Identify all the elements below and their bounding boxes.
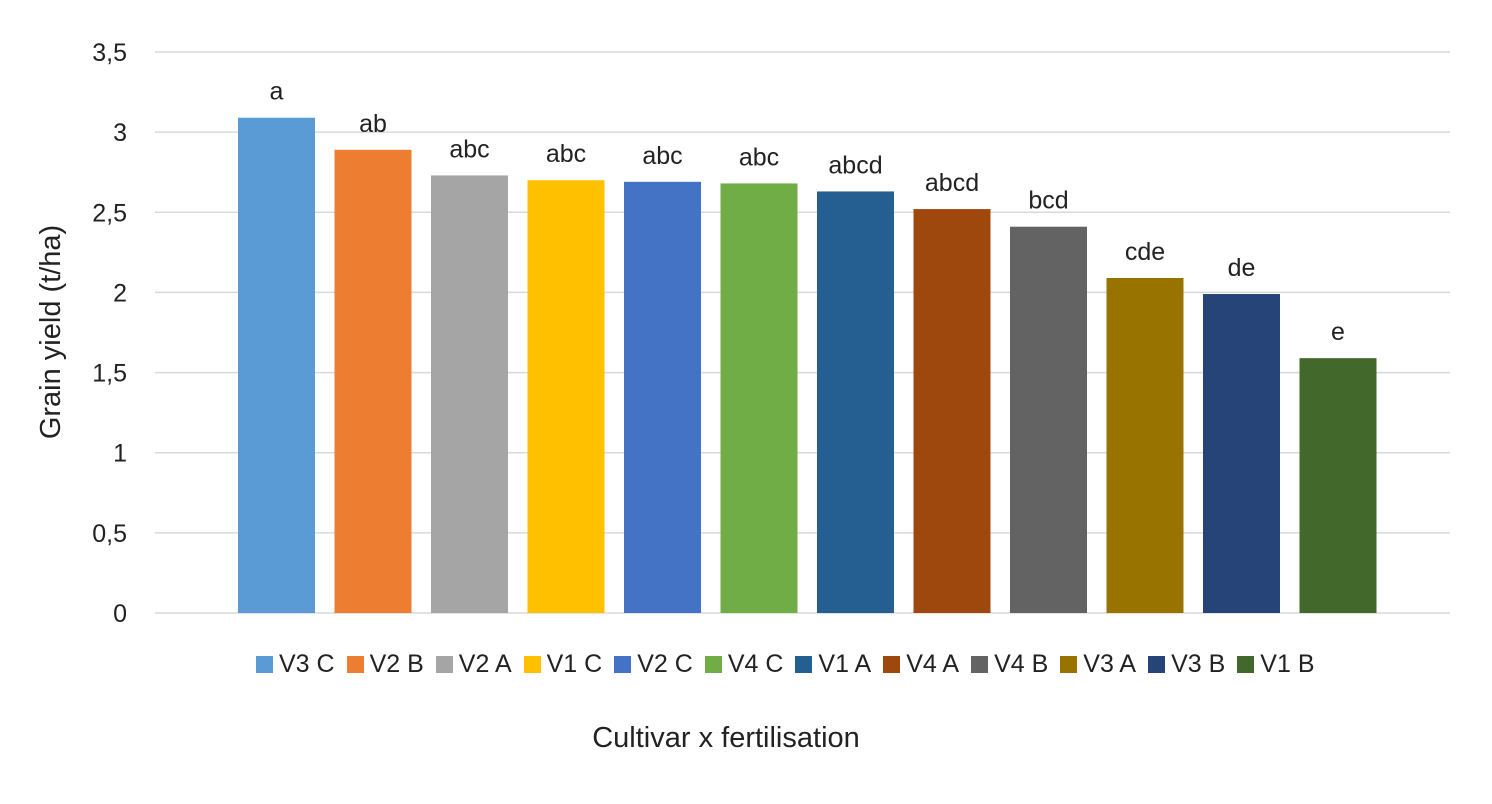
legend-item: V2 A xyxy=(435,650,512,679)
legend-label: V4 C xyxy=(727,650,784,678)
data-label: abc xyxy=(546,140,586,168)
legend-swatch xyxy=(704,656,722,673)
legend-swatch xyxy=(346,656,364,673)
legend-swatch xyxy=(1148,656,1166,673)
legend-swatch xyxy=(523,656,541,673)
legend: V3 C V2 B V2 A V1 C V2 C V4 C V1 A V4 A V4 B V3 A… xyxy=(256,650,1327,679)
y-tick-label: 1,5 xyxy=(92,360,127,388)
data-label: e xyxy=(1331,318,1345,346)
legend-label: V2 A xyxy=(458,650,512,678)
legend-item: V4 A xyxy=(883,650,959,679)
legend-item: V4 B xyxy=(971,650,1048,679)
y-tick-label: 2 xyxy=(113,279,127,307)
y-tick-label: 1 xyxy=(113,440,127,468)
legend-swatch xyxy=(1060,656,1078,673)
legend-swatch xyxy=(971,656,989,673)
bar-v4-c xyxy=(720,183,798,614)
y-tick-label: 2,5 xyxy=(92,199,127,227)
legend-item: V2 C xyxy=(614,650,693,679)
legend-item: V1 A xyxy=(795,650,871,679)
legend-item: V3 B xyxy=(1148,650,1225,679)
legend-label: V4 B xyxy=(994,650,1049,678)
legend-swatch xyxy=(795,656,813,673)
bar-v3-c xyxy=(238,117,315,614)
bar-v1-c xyxy=(527,180,605,613)
bar-v2-c xyxy=(624,181,701,613)
y-tick-label: 3,5 xyxy=(92,39,127,67)
bar-v4-b xyxy=(1010,226,1087,613)
legend-swatch xyxy=(256,656,273,673)
bar-v1-b xyxy=(1299,358,1377,613)
x-axis-title: Cultivar x fertilisation xyxy=(592,722,860,754)
data-label: ab xyxy=(359,110,387,138)
legend-swatch xyxy=(614,656,632,673)
legend-item: V3 A xyxy=(1060,650,1136,679)
legend-label: V3 B xyxy=(1171,650,1226,678)
legend-label: V1 A xyxy=(818,650,872,678)
legend-item: V1 B xyxy=(1237,650,1315,679)
legend-label: V1 C xyxy=(546,650,603,678)
data-label: de xyxy=(1228,254,1256,282)
bar-v3-a xyxy=(1106,278,1184,613)
bar-v3-b xyxy=(1203,294,1280,613)
legend-item: V2 B xyxy=(346,650,424,679)
bar-v4-a xyxy=(913,209,991,613)
legend-label: V3 A xyxy=(1083,650,1137,678)
legend-label: V2 C xyxy=(637,650,693,678)
legend-label: V1 B xyxy=(1260,650,1315,678)
legend-item: V3 C xyxy=(256,650,335,679)
bar-v2-b xyxy=(334,149,412,613)
legend-swatch xyxy=(1237,656,1255,673)
bar-v2-a xyxy=(431,175,508,614)
legend-item: V4 C xyxy=(704,650,784,679)
legend-label: V2 B xyxy=(369,650,424,678)
legend-swatch xyxy=(435,656,453,673)
y-tick-label: 0,5 xyxy=(92,520,127,548)
data-label: bcd xyxy=(1028,187,1068,215)
legend-label: V3 C xyxy=(279,650,335,678)
legend-label: V4 A xyxy=(906,650,960,678)
bar-v1-a xyxy=(817,191,894,613)
data-label: cde xyxy=(1125,238,1165,266)
y-tick-label: 3 xyxy=(113,119,127,147)
data-label: abcd xyxy=(828,151,882,179)
data-label: abc xyxy=(642,142,682,170)
y-axis-title: Grain yield (t/ha) xyxy=(35,225,67,439)
legend-swatch xyxy=(883,656,901,673)
legend-item: V1 C xyxy=(523,650,603,679)
data-label: abc xyxy=(449,135,489,163)
data-label: abc xyxy=(739,143,779,171)
y-tick-label: 0 xyxy=(113,600,127,628)
data-label: a xyxy=(270,78,284,106)
data-label: abcd xyxy=(925,169,979,197)
